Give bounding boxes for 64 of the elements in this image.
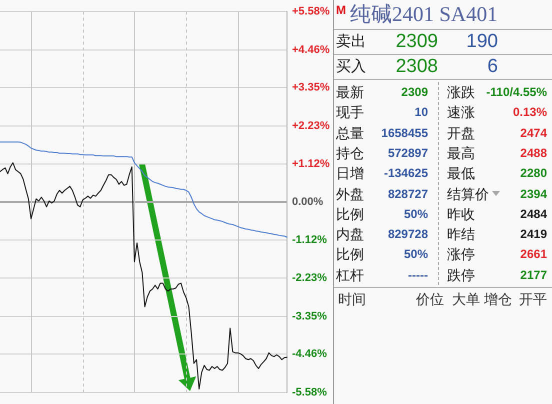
text: 2280 xyxy=(520,165,547,182)
text: 价位 xyxy=(416,290,444,309)
text: 0.13% xyxy=(512,104,547,122)
y-tick-label: +3.35% xyxy=(292,82,330,94)
text: 比例 xyxy=(336,204,364,224)
text: 速涨 xyxy=(447,103,475,122)
text: 最高 xyxy=(447,144,475,163)
text: 买入 xyxy=(336,57,366,77)
text: 6 xyxy=(487,55,498,79)
text: -110/4.55% xyxy=(486,84,547,101)
text: 最低 xyxy=(447,164,475,184)
text: 昨收 xyxy=(447,204,475,224)
text: 50% xyxy=(404,206,428,223)
text: 2177 xyxy=(520,266,547,284)
text: 跌停 xyxy=(447,266,475,285)
text: 572897 xyxy=(388,144,428,162)
text: 卖出 xyxy=(336,32,366,52)
text: 持仓 xyxy=(336,144,364,163)
text: 190 xyxy=(466,30,498,54)
y-tick-label: -5.58% xyxy=(292,386,328,398)
text: ----- xyxy=(408,266,428,284)
text: 增仓 xyxy=(484,290,512,309)
y-tick-label: +1.12% xyxy=(292,158,330,170)
text: M xyxy=(336,3,346,17)
text: 大单 xyxy=(452,290,480,309)
text: 2308 xyxy=(396,55,438,79)
y-tick-label: -4.46% xyxy=(292,348,328,360)
text: 2309 xyxy=(396,30,438,54)
text: 2474 xyxy=(520,124,547,142)
text: 总量 xyxy=(336,124,364,143)
text: 2419 xyxy=(520,226,547,244)
text: 纯碱2401 SA401 xyxy=(350,2,498,27)
y-tick-label: -2.23% xyxy=(292,272,328,284)
text: 2488 xyxy=(520,144,547,162)
text: 2484 xyxy=(520,206,547,223)
text: 2394 xyxy=(520,186,547,202)
text: 10 xyxy=(414,104,428,122)
text: 外盘 xyxy=(336,184,364,204)
text: 828727 xyxy=(388,186,428,202)
text: 日增 xyxy=(336,164,364,184)
y-tick-label: -3.35% xyxy=(292,310,328,322)
text: 杠杆 xyxy=(336,266,364,285)
text: 昨结 xyxy=(447,225,475,244)
text: 2661 xyxy=(520,246,547,264)
text: 内盘 xyxy=(336,225,364,244)
text: 涨停 xyxy=(447,245,475,264)
y-tick-label: -1.12% xyxy=(292,234,328,246)
text: 开盘 xyxy=(447,124,475,143)
text: 开平 xyxy=(519,290,547,309)
text: 涨跌 xyxy=(447,83,475,102)
text: 结算价 xyxy=(447,184,490,204)
y-tick-label: +5.58% xyxy=(292,6,330,18)
y-tick-label: +4.46% xyxy=(292,44,330,56)
text: 最新 xyxy=(336,83,364,102)
y-tick-label: 0.00% xyxy=(292,196,324,208)
text: 现手 xyxy=(336,103,364,122)
text: 比例 xyxy=(336,245,364,264)
text: 2309 xyxy=(401,84,428,101)
y-tick-label: +2.23% xyxy=(292,120,330,132)
text: 时间 xyxy=(338,290,366,309)
text: 50% xyxy=(404,246,428,264)
text: 829728 xyxy=(388,226,428,244)
text: -134625 xyxy=(384,165,428,182)
text: 1658455 xyxy=(381,124,428,142)
